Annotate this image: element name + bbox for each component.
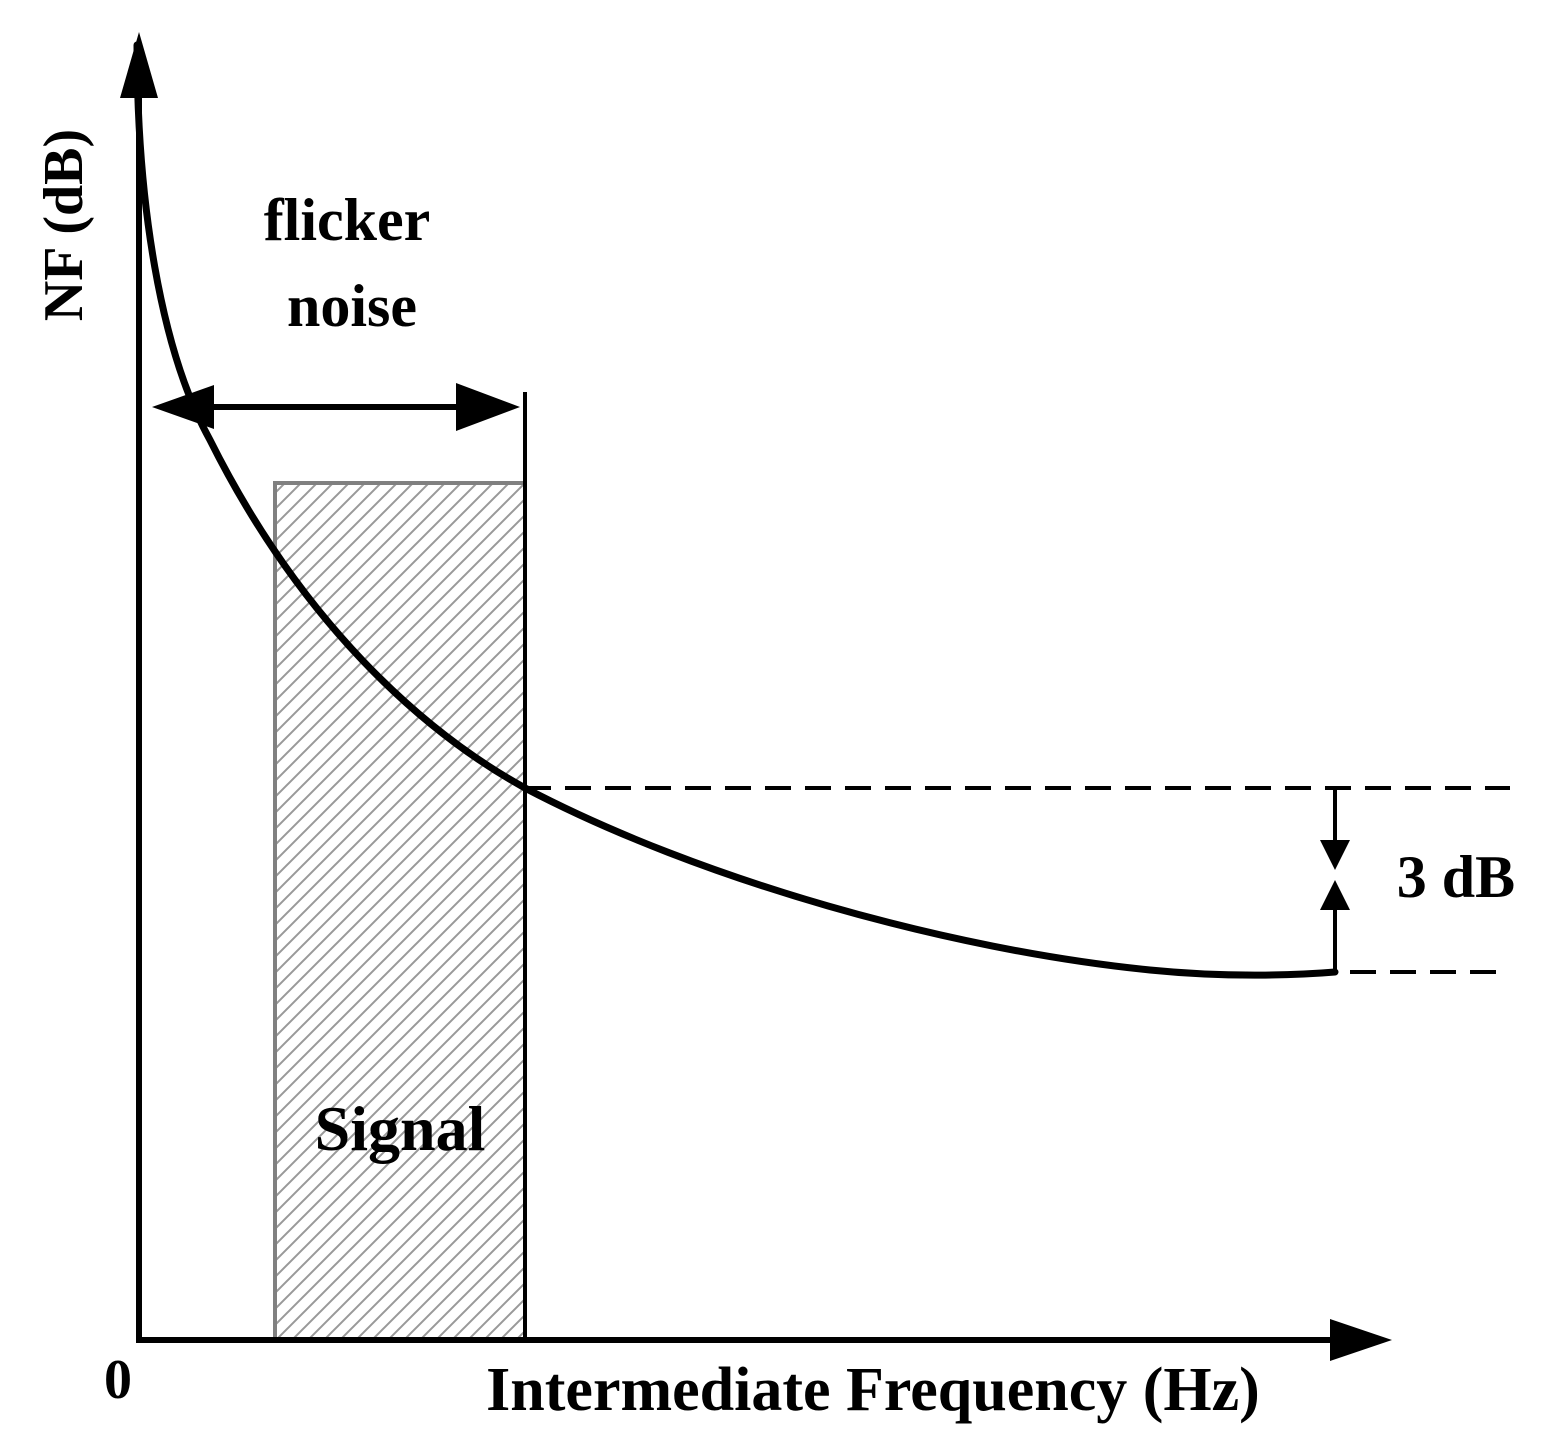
- x-axis-label: Intermediate Frequency (Hz): [486, 1356, 1260, 1424]
- nf-curve: [133, 41, 1339, 979]
- delta-label: 3 dB: [1397, 844, 1515, 910]
- flicker-span-left-arrowhead: [152, 385, 214, 429]
- origin-label: 0: [104, 1349, 132, 1411]
- x-axis-arrowhead: [1330, 1319, 1392, 1361]
- y-axis-label: NF (dB): [33, 129, 95, 321]
- signal-band: [273, 481, 527, 1342]
- signal-label: Signal: [315, 1093, 486, 1164]
- flicker-label-line2: noise: [287, 273, 417, 339]
- flicker-span-right-arrowhead: [456, 383, 520, 431]
- delta-down-arrowhead: [1320, 840, 1350, 870]
- flicker-label-line1: flicker: [264, 187, 431, 253]
- delta-up-arrowhead: [1320, 880, 1350, 910]
